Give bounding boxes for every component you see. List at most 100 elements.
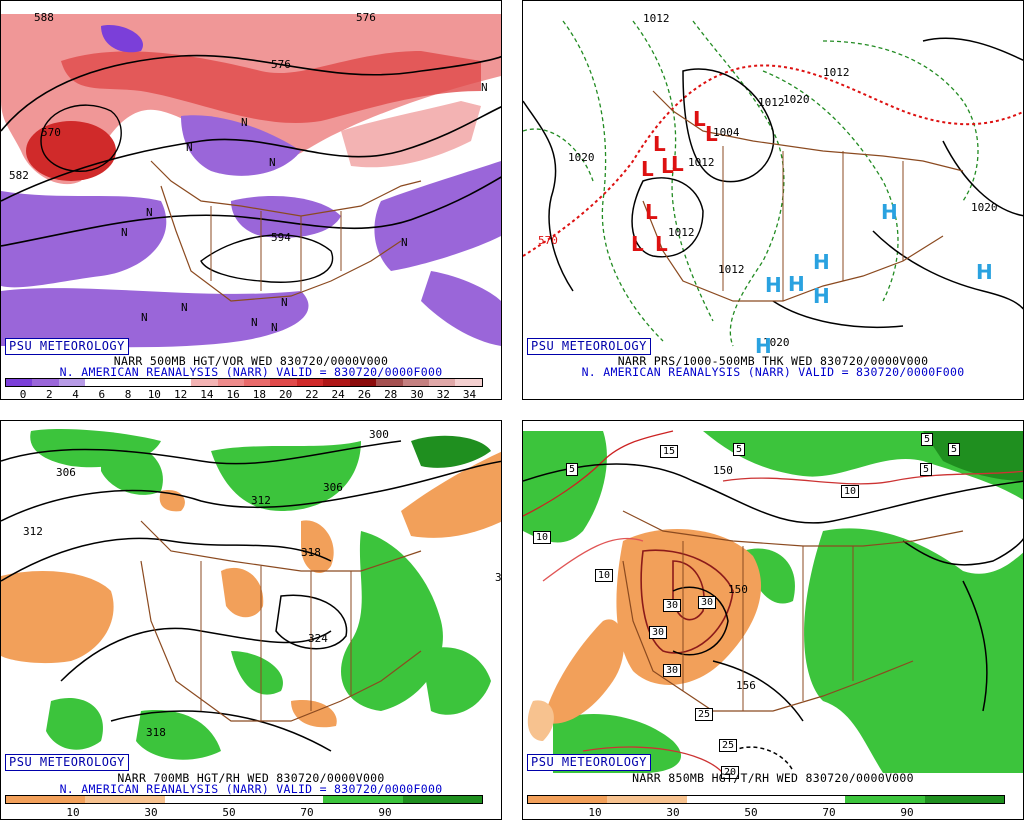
colorbar-tick-label: 0 <box>19 388 27 400</box>
colorbar <box>5 378 483 387</box>
contour-label: 318 <box>301 546 321 559</box>
low-pressure-marker: L <box>631 232 644 256</box>
colorbar-swatch <box>6 379 33 386</box>
colorbar-tick-label: 70 <box>300 806 314 819</box>
map-subtitle: N. AMERICAN REANALYSIS (NARR) VALID = 83… <box>581 365 965 379</box>
psu-badge: PSU METEOROLOGY <box>5 754 129 771</box>
temperature-box-label: 5 <box>733 443 746 456</box>
colorbar-tick-label: 6 <box>98 388 106 400</box>
colorbar-swatch <box>32 379 59 386</box>
colorbar-swatch <box>111 379 139 386</box>
panel-700mb-rh: 300 306 312 312 306 318 324 318 3 PSU ME… <box>0 420 502 820</box>
high-pressure-marker: H <box>765 273 782 297</box>
colorbar-swatch <box>58 379 86 386</box>
temperature-box-label: 25 <box>719 739 738 752</box>
isobar-label: 1020 <box>971 201 998 214</box>
dry-area <box>616 529 762 685</box>
colorbar-swatch <box>349 379 377 386</box>
colorbar-tick-label: 20 <box>279 388 293 400</box>
isobar-label: 1020 <box>763 336 790 349</box>
low-pressure-marker: L <box>645 200 658 224</box>
isobar-label: 1012 <box>758 96 785 109</box>
colorbar-swatch <box>686 796 766 803</box>
colorbar-swatch <box>85 379 112 386</box>
high-pressure-marker: H <box>813 250 830 274</box>
vorticity-min-area <box>1 191 167 288</box>
contour-label: 312 <box>23 525 43 538</box>
colorbar <box>527 795 1005 804</box>
colorbar-swatch <box>376 379 403 386</box>
colorbar-ticks: 0 2 4 6 8 10 12 14 16 18 20 22 24 26 28 30 32 34 <box>5 388 483 400</box>
temperature-box-label: 10 <box>595 569 614 582</box>
vort-marker: N <box>121 226 128 239</box>
vort-marker: N <box>141 311 148 324</box>
temperature-box-label: 30 <box>663 599 682 612</box>
psu-badge: PSU METEOROLOGY <box>527 754 651 771</box>
contour-label: 588 <box>34 11 54 24</box>
temperature-box-label: 5 <box>921 433 934 446</box>
isobar-label: 1020 <box>783 93 810 106</box>
isobar-label: 1012 <box>643 12 670 25</box>
map-subtitle: N. AMERICAN REANALYSIS (NARR) VALID = 83… <box>59 782 443 796</box>
colorbar-tick-label: 32 <box>436 388 450 400</box>
temperature-box-label: 20 <box>721 766 740 779</box>
colorbar-swatch <box>402 379 429 386</box>
psu-badge: PSU METEOROLOGY <box>5 338 129 355</box>
colorbar-tick-label: 2 <box>45 388 53 400</box>
colorbar-tick-label: 26 <box>357 388 372 400</box>
high-pressure-marker: H <box>813 284 830 308</box>
low-pressure-marker: L <box>705 122 718 146</box>
colorbar-swatch <box>85 796 165 803</box>
contour-label: 318 <box>146 726 166 739</box>
colorbar-swatch <box>270 379 297 386</box>
isobar-label: 1004 <box>713 126 740 139</box>
colorbar-tick-label: 90 <box>900 806 914 819</box>
high-pressure-marker: H <box>881 200 898 224</box>
map-500mb: 588 582 570 576 594 576 N N N N N N N N … <box>1 11 501 353</box>
thickness-570-line <box>523 64 1023 257</box>
low-pressure-marker: L <box>641 157 654 181</box>
moist-area <box>523 431 607 543</box>
colorbar-ticks: 10 30 50 70 90 <box>5 806 483 819</box>
vort-marker: N <box>251 316 258 329</box>
panel-850mb-temp-rh: 150 150 156 5 15 5 5 5 5 10 10 10 30 30 30 30 25 25 20 … <box>522 420 1024 820</box>
contour-label: 156 <box>736 679 756 692</box>
contour-label: 300 <box>369 428 389 441</box>
contour-label: 594 <box>271 231 291 244</box>
map-title: NARR 500MB HGT/VOR WED 830720/0000V000 <box>113 354 389 368</box>
colorbar-swatch <box>243 796 324 803</box>
map-700mb: 300 306 312 312 306 318 324 318 3 <box>1 428 501 773</box>
colorbar-tick-label: 90 <box>378 806 392 819</box>
map-pressure: 1012 1012 1020 1012 1012 1004 1012 1012 … <box>523 12 1023 353</box>
colorbar-swatch <box>296 379 324 386</box>
vort-marker: N <box>401 236 408 249</box>
colorbar-swatch <box>164 379 192 386</box>
contour-label: 576 <box>271 58 291 71</box>
vort-marker: N <box>146 206 153 219</box>
vort-marker: N <box>481 81 488 94</box>
colorbar-tick-label: 10 <box>66 806 80 819</box>
colorbar-tick-label: 70 <box>822 806 836 819</box>
contour-label: 306 <box>56 466 76 479</box>
vort-marker: N <box>269 156 276 169</box>
colorbar-tick-label: 50 <box>744 806 758 819</box>
colorbar-tick-label: 28 <box>384 388 398 400</box>
colorbar-tick-label: 14 <box>200 388 214 400</box>
map-title: NARR 850MB HGT/T/RH WED 830720/0000V000 <box>632 771 914 785</box>
low-pressure-marker: L <box>693 107 706 131</box>
dry-area <box>1 571 114 664</box>
colorbar-tick-label: 10 <box>588 806 602 819</box>
vort-marker: N <box>181 301 188 314</box>
low-pressure-marker: L <box>653 132 666 156</box>
vort-marker: N <box>271 321 278 334</box>
isobar-label: 1012 <box>688 156 715 169</box>
map-title: NARR PRS/1000-500MB THK WED 830720/0000V… <box>617 354 929 368</box>
isobar-label: 1012 <box>668 226 695 239</box>
colorbar-swatch <box>845 796 925 803</box>
colorbar-tick-label: 34 <box>462 388 477 400</box>
vort-marker: N <box>281 296 288 309</box>
colorbar-swatch <box>429 379 456 386</box>
temperature-box-label: 15 <box>660 445 679 458</box>
colorbar-swatch <box>924 796 1004 803</box>
colorbar-tick-label: 12 <box>173 388 188 400</box>
